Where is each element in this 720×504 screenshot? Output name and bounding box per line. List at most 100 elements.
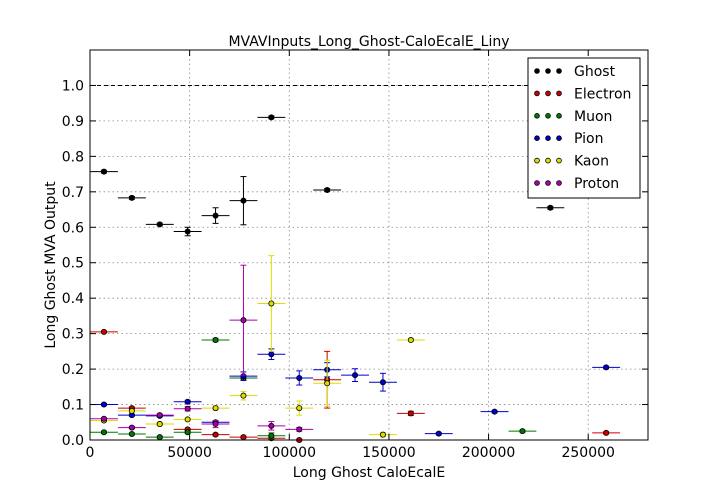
ghost-point xyxy=(90,168,118,175)
electron-point xyxy=(396,410,425,417)
legend-marker xyxy=(534,180,540,186)
kaon-point xyxy=(229,390,258,401)
muon-marker xyxy=(100,429,107,436)
muon-point xyxy=(90,429,118,436)
proton-point xyxy=(145,412,174,419)
legend-marker xyxy=(545,113,551,119)
muon-point xyxy=(173,429,202,436)
kaon-marker xyxy=(324,380,331,387)
legend-entry-pion: Pion xyxy=(534,131,603,147)
pion-point xyxy=(257,348,286,361)
ghost-point xyxy=(313,187,342,194)
electron-point xyxy=(90,328,118,335)
pion-point xyxy=(341,368,369,382)
ghost-point xyxy=(201,207,230,224)
proton-marker xyxy=(128,424,135,431)
legend-label: Muon xyxy=(574,109,612,125)
series-ghost xyxy=(90,114,565,237)
kaon-point xyxy=(257,255,286,352)
muon-point xyxy=(145,434,174,441)
legend-marker xyxy=(534,90,540,97)
x-tick-label: 0 xyxy=(86,445,95,461)
legend-marker xyxy=(534,135,540,142)
muon-point xyxy=(117,430,146,437)
series-proton xyxy=(90,264,314,433)
kaon-marker xyxy=(407,337,414,344)
y-tick-label: 1.0 xyxy=(62,78,84,94)
proton-marker xyxy=(212,421,219,428)
ghost-marker xyxy=(100,168,107,175)
kaon-marker xyxy=(156,421,163,428)
y-tick-label: 0.5 xyxy=(62,256,84,272)
proton-point xyxy=(201,420,230,429)
legend-label: Pion xyxy=(574,131,603,147)
legend-entry-muon: Muon xyxy=(534,109,612,125)
legend-box xyxy=(527,57,641,199)
kaon-marker xyxy=(268,300,275,307)
electron-point xyxy=(201,431,230,438)
kaon-marker xyxy=(240,392,247,399)
proton-marker xyxy=(184,405,191,412)
ghost-point xyxy=(173,226,202,237)
pion-point xyxy=(369,372,397,392)
y-tick-label: 0.6 xyxy=(62,220,84,236)
ghost-marker xyxy=(156,221,163,228)
legend-marker xyxy=(545,68,551,74)
x-tick-label: 150000 xyxy=(362,445,415,461)
chart-title: MVAVInputs_Long_Ghost-CaloEcalE_Liny xyxy=(228,34,509,50)
ghost-point xyxy=(145,221,174,228)
muon-point xyxy=(201,337,230,344)
pion-marker xyxy=(268,351,275,358)
kaon-point xyxy=(145,421,174,428)
pion-point xyxy=(480,408,509,415)
proton-point xyxy=(257,421,286,431)
electron-marker xyxy=(212,431,219,438)
y-tick-label: 0.8 xyxy=(62,149,84,165)
pion-point xyxy=(117,412,146,419)
legend-entry-kaon: Kaon xyxy=(534,154,609,170)
proton-point xyxy=(173,405,202,412)
pion-marker xyxy=(184,398,191,405)
electron-point xyxy=(592,429,621,436)
ghost-point xyxy=(117,194,146,201)
ghost-marker xyxy=(212,212,219,219)
kaon-marker xyxy=(379,431,386,438)
pion-marker xyxy=(296,374,303,381)
pion-marker xyxy=(352,372,359,379)
legend-marker xyxy=(556,157,562,164)
legend-entry-ghost: Ghost xyxy=(534,64,616,80)
muon-marker xyxy=(184,429,191,436)
y-tick-label: 0.4 xyxy=(62,291,84,307)
legend-marker xyxy=(556,90,562,97)
y-tick-label: 0.9 xyxy=(62,114,84,130)
legend-marker xyxy=(534,68,540,74)
x-tick-label: 100000 xyxy=(263,445,316,461)
kaon-marker xyxy=(184,416,191,423)
series-muon xyxy=(90,337,537,441)
y-tick-label: 0.2 xyxy=(62,362,84,378)
pion-marker xyxy=(379,379,386,386)
legend-label: Ghost xyxy=(574,64,616,80)
proton-marker xyxy=(268,422,275,429)
legend-marker xyxy=(534,113,540,119)
legend-label: Electron xyxy=(574,86,631,102)
legend-label: Proton xyxy=(574,176,619,192)
pion-point xyxy=(285,370,314,386)
series-kaon xyxy=(90,255,425,438)
pion-point xyxy=(592,364,621,371)
kaon-marker xyxy=(128,407,135,414)
ghost-marker xyxy=(324,187,331,194)
electron-marker xyxy=(407,410,414,417)
legend-entry-proton: Proton xyxy=(534,176,619,192)
proton-marker xyxy=(296,426,303,433)
pion-point xyxy=(173,398,202,405)
kaon-point xyxy=(369,431,397,438)
legend-marker xyxy=(545,180,551,186)
kaon-point xyxy=(173,416,202,423)
kaon-marker xyxy=(212,405,219,412)
ghost-marker xyxy=(240,197,247,204)
legend-marker xyxy=(556,180,562,186)
muon-marker xyxy=(156,434,163,441)
ghost-marker xyxy=(184,228,191,235)
